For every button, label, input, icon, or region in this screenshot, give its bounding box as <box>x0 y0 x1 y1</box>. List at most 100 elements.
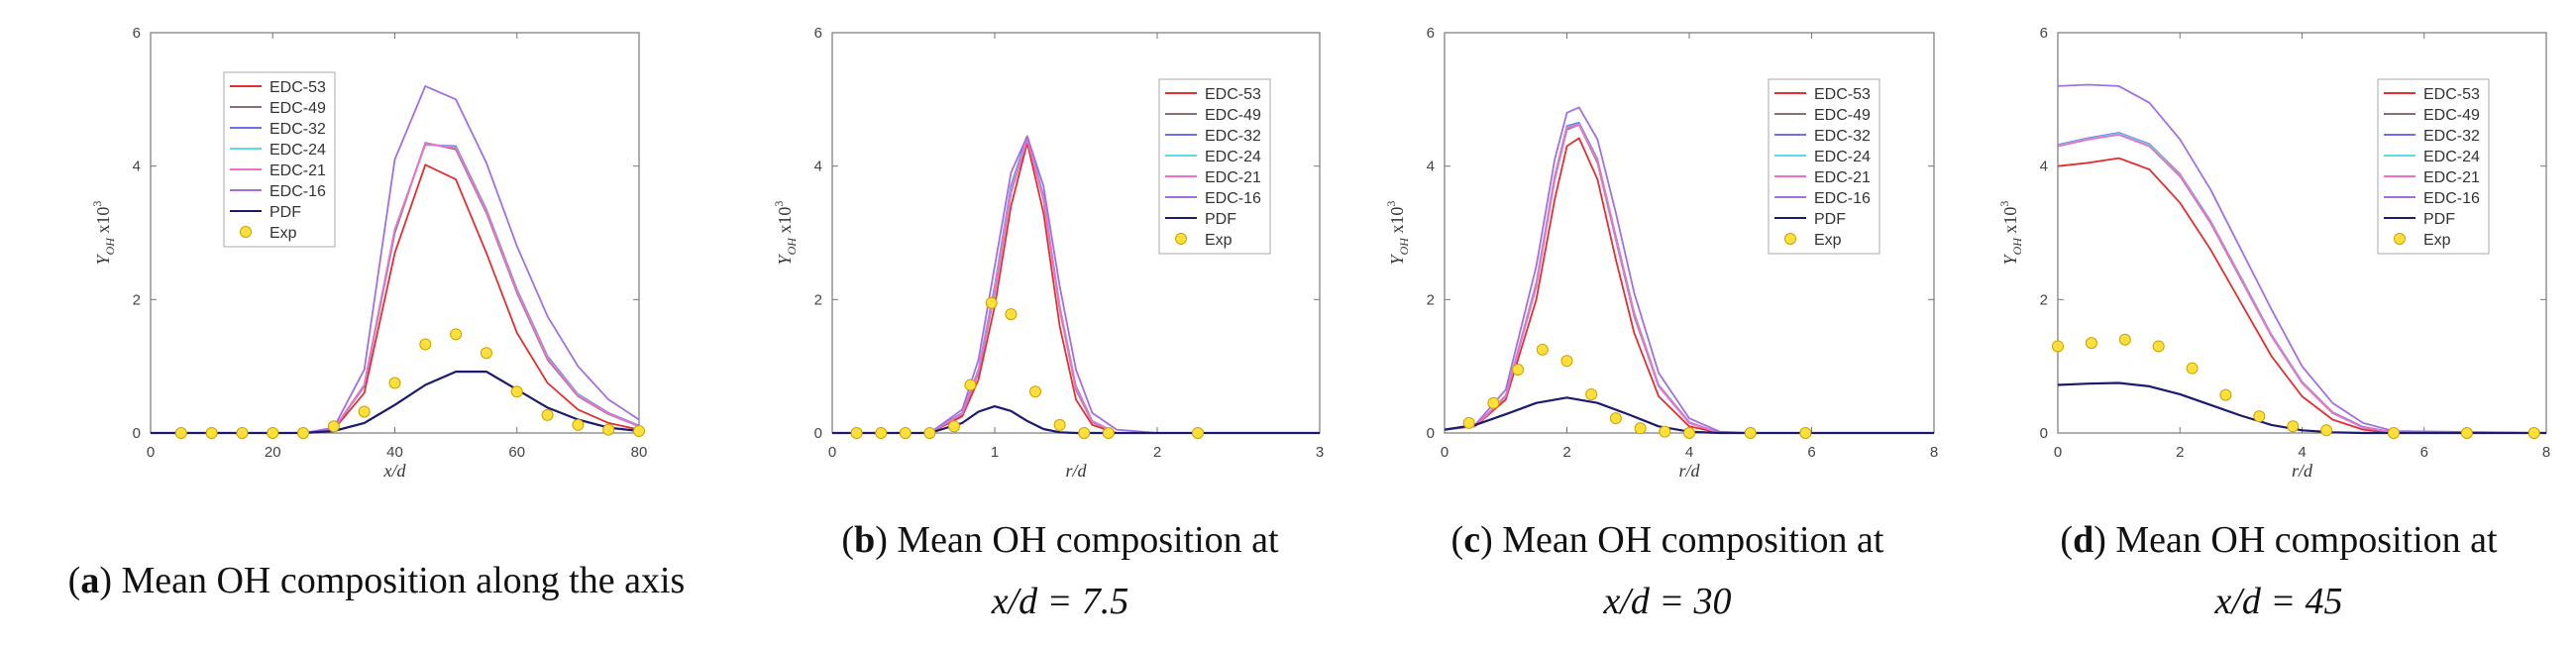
y-tick-label: 4 <box>2040 159 2048 175</box>
x-tick-label: 80 <box>631 444 648 461</box>
y-tick-label: 2 <box>814 291 822 308</box>
legend-label: EDC-24 <box>1814 149 1871 165</box>
legend-label: EDC-53 <box>2423 86 2480 103</box>
exp-point <box>1683 427 1695 439</box>
legend-label: PDF <box>1814 211 1846 228</box>
legend-swatch-exp <box>2394 233 2406 245</box>
exp-point <box>2387 427 2400 439</box>
x-axis-label: x/d <box>383 461 407 481</box>
legend-label: EDC-49 <box>269 100 326 117</box>
legend-label: EDC-32 <box>1205 128 1261 145</box>
series-line-edc-53 <box>2057 157 2546 434</box>
y-axis-label: YOH x103 <box>90 201 117 266</box>
legend-box <box>1768 78 1880 255</box>
x-tick-label: 0 <box>147 444 155 461</box>
exp-point <box>1078 427 1091 439</box>
exp-point <box>572 418 585 431</box>
legend-label: EDC-49 <box>1205 107 1261 124</box>
exp-point <box>174 427 187 439</box>
x-tick-label: 6 <box>2420 444 2428 461</box>
caption-a-text: Mean OH composition along the axis <box>121 560 686 601</box>
x-tick-label: 0 <box>2054 444 2062 461</box>
x-tick-label: 3 <box>1316 444 1324 461</box>
exp-point <box>388 377 401 389</box>
exp-point <box>1462 416 1475 429</box>
x-tick-label: 2 <box>2176 444 2184 461</box>
caption-c-text: Mean OH composition at <box>1502 519 1884 561</box>
exp-point <box>1536 343 1549 356</box>
legend-label: EDC-32 <box>2423 128 2480 145</box>
exp-point <box>2460 427 2473 439</box>
exp-point <box>985 296 998 309</box>
series-line-pdf <box>1444 396 1934 435</box>
exp-point <box>875 427 888 439</box>
exp-point <box>327 420 340 433</box>
y-axis-label: YOH x103 <box>1384 201 1411 266</box>
legend-label: EDC-24 <box>1205 149 1261 165</box>
exp-point <box>297 427 310 439</box>
caption-c: (c) Mean OH composition at x/d = 30 <box>1450 519 1884 622</box>
legend-label: EDC-53 <box>1205 86 1261 103</box>
legend-label: EDC-16 <box>269 183 326 200</box>
caption-a: (a) Mean OH composition along the axis <box>67 560 686 601</box>
exp-point <box>923 427 936 439</box>
exp-point <box>602 423 615 436</box>
exp-point <box>1799 427 1812 439</box>
x-tick-label: 60 <box>508 444 525 461</box>
exp-point <box>2287 420 2300 433</box>
series-line-edc-16 <box>832 135 1320 434</box>
y-tick-label: 0 <box>1427 425 1435 442</box>
legend-swatch-exp <box>240 226 252 238</box>
exp-point <box>450 328 463 341</box>
x-tick-label: 8 <box>1930 444 1938 461</box>
legend-label: PDF <box>2423 211 2455 228</box>
legend-label: EDC-24 <box>2423 149 2480 165</box>
exp-point <box>480 347 492 360</box>
y-tick-label: 0 <box>814 425 822 442</box>
exp-point <box>1659 425 1671 438</box>
y-axis-label: YOH x103 <box>1997 201 2024 266</box>
exp-point <box>510 385 523 398</box>
series-line-pdf <box>2057 381 2546 435</box>
y-tick-label: 6 <box>1427 25 1435 42</box>
chart-panel-d: 0 2 4 6 8 0 2 4 6 r/d YOH x103 EDC-53 EDC-49 EDC-32 ED… <box>1997 25 2550 481</box>
y-tick-label: 6 <box>133 25 141 42</box>
exp-point <box>1560 355 1573 368</box>
y-tick-label: 6 <box>2040 25 2048 42</box>
exp-point <box>2152 340 2165 353</box>
x-tick-label: 2 <box>1153 444 1161 461</box>
x-tick-label: 8 <box>2542 444 2550 461</box>
exp-point <box>419 338 432 351</box>
caption-d: (d) Mean OH composition at x/d = 45 <box>2060 519 2498 622</box>
legend-label: EDC-16 <box>1205 190 1261 207</box>
legend-swatch-exp <box>1175 233 1187 245</box>
legend-label: Exp <box>1205 232 1233 249</box>
legend-label: Exp <box>1814 232 1842 249</box>
legend-label: EDC-53 <box>269 79 326 96</box>
caption-d-text: Mean OH composition at <box>2115 519 2498 561</box>
legend-label: EDC-16 <box>2423 190 2480 207</box>
x-tick-label: 20 <box>265 444 281 461</box>
x-axis-label: r/d <box>1065 461 1087 481</box>
x-tick-label: 0 <box>1441 444 1449 461</box>
legend-label: EDC-49 <box>2423 107 2480 124</box>
caption-a-label: a <box>80 560 100 601</box>
caption-b-label: b <box>854 519 876 561</box>
exp-point <box>1634 422 1647 435</box>
legend-label: EDC-21 <box>1814 169 1871 186</box>
exp-point <box>267 427 279 439</box>
exp-point <box>1744 427 1757 439</box>
caption-d-line2: x/d = 45 <box>2214 581 2343 622</box>
legend-label: EDC-24 <box>269 142 326 159</box>
x-tick-label: 4 <box>2298 444 2306 461</box>
exp-point <box>2320 424 2333 437</box>
chart-panel-b: 0 1 2 3 0 2 4 6 r/d YOH x103 EDC-53 EDC-49 EDC-32 EDC… <box>772 25 1324 481</box>
exp-point <box>2219 388 2232 401</box>
x-tick-label: 6 <box>1807 444 1815 461</box>
legend-label: Exp <box>269 225 297 242</box>
legend-swatch-exp <box>1784 233 1796 245</box>
legend-label: EDC-53 <box>1814 86 1871 103</box>
exp-point <box>1512 364 1525 377</box>
exp-point <box>1585 387 1598 400</box>
exp-point <box>2527 427 2540 439</box>
